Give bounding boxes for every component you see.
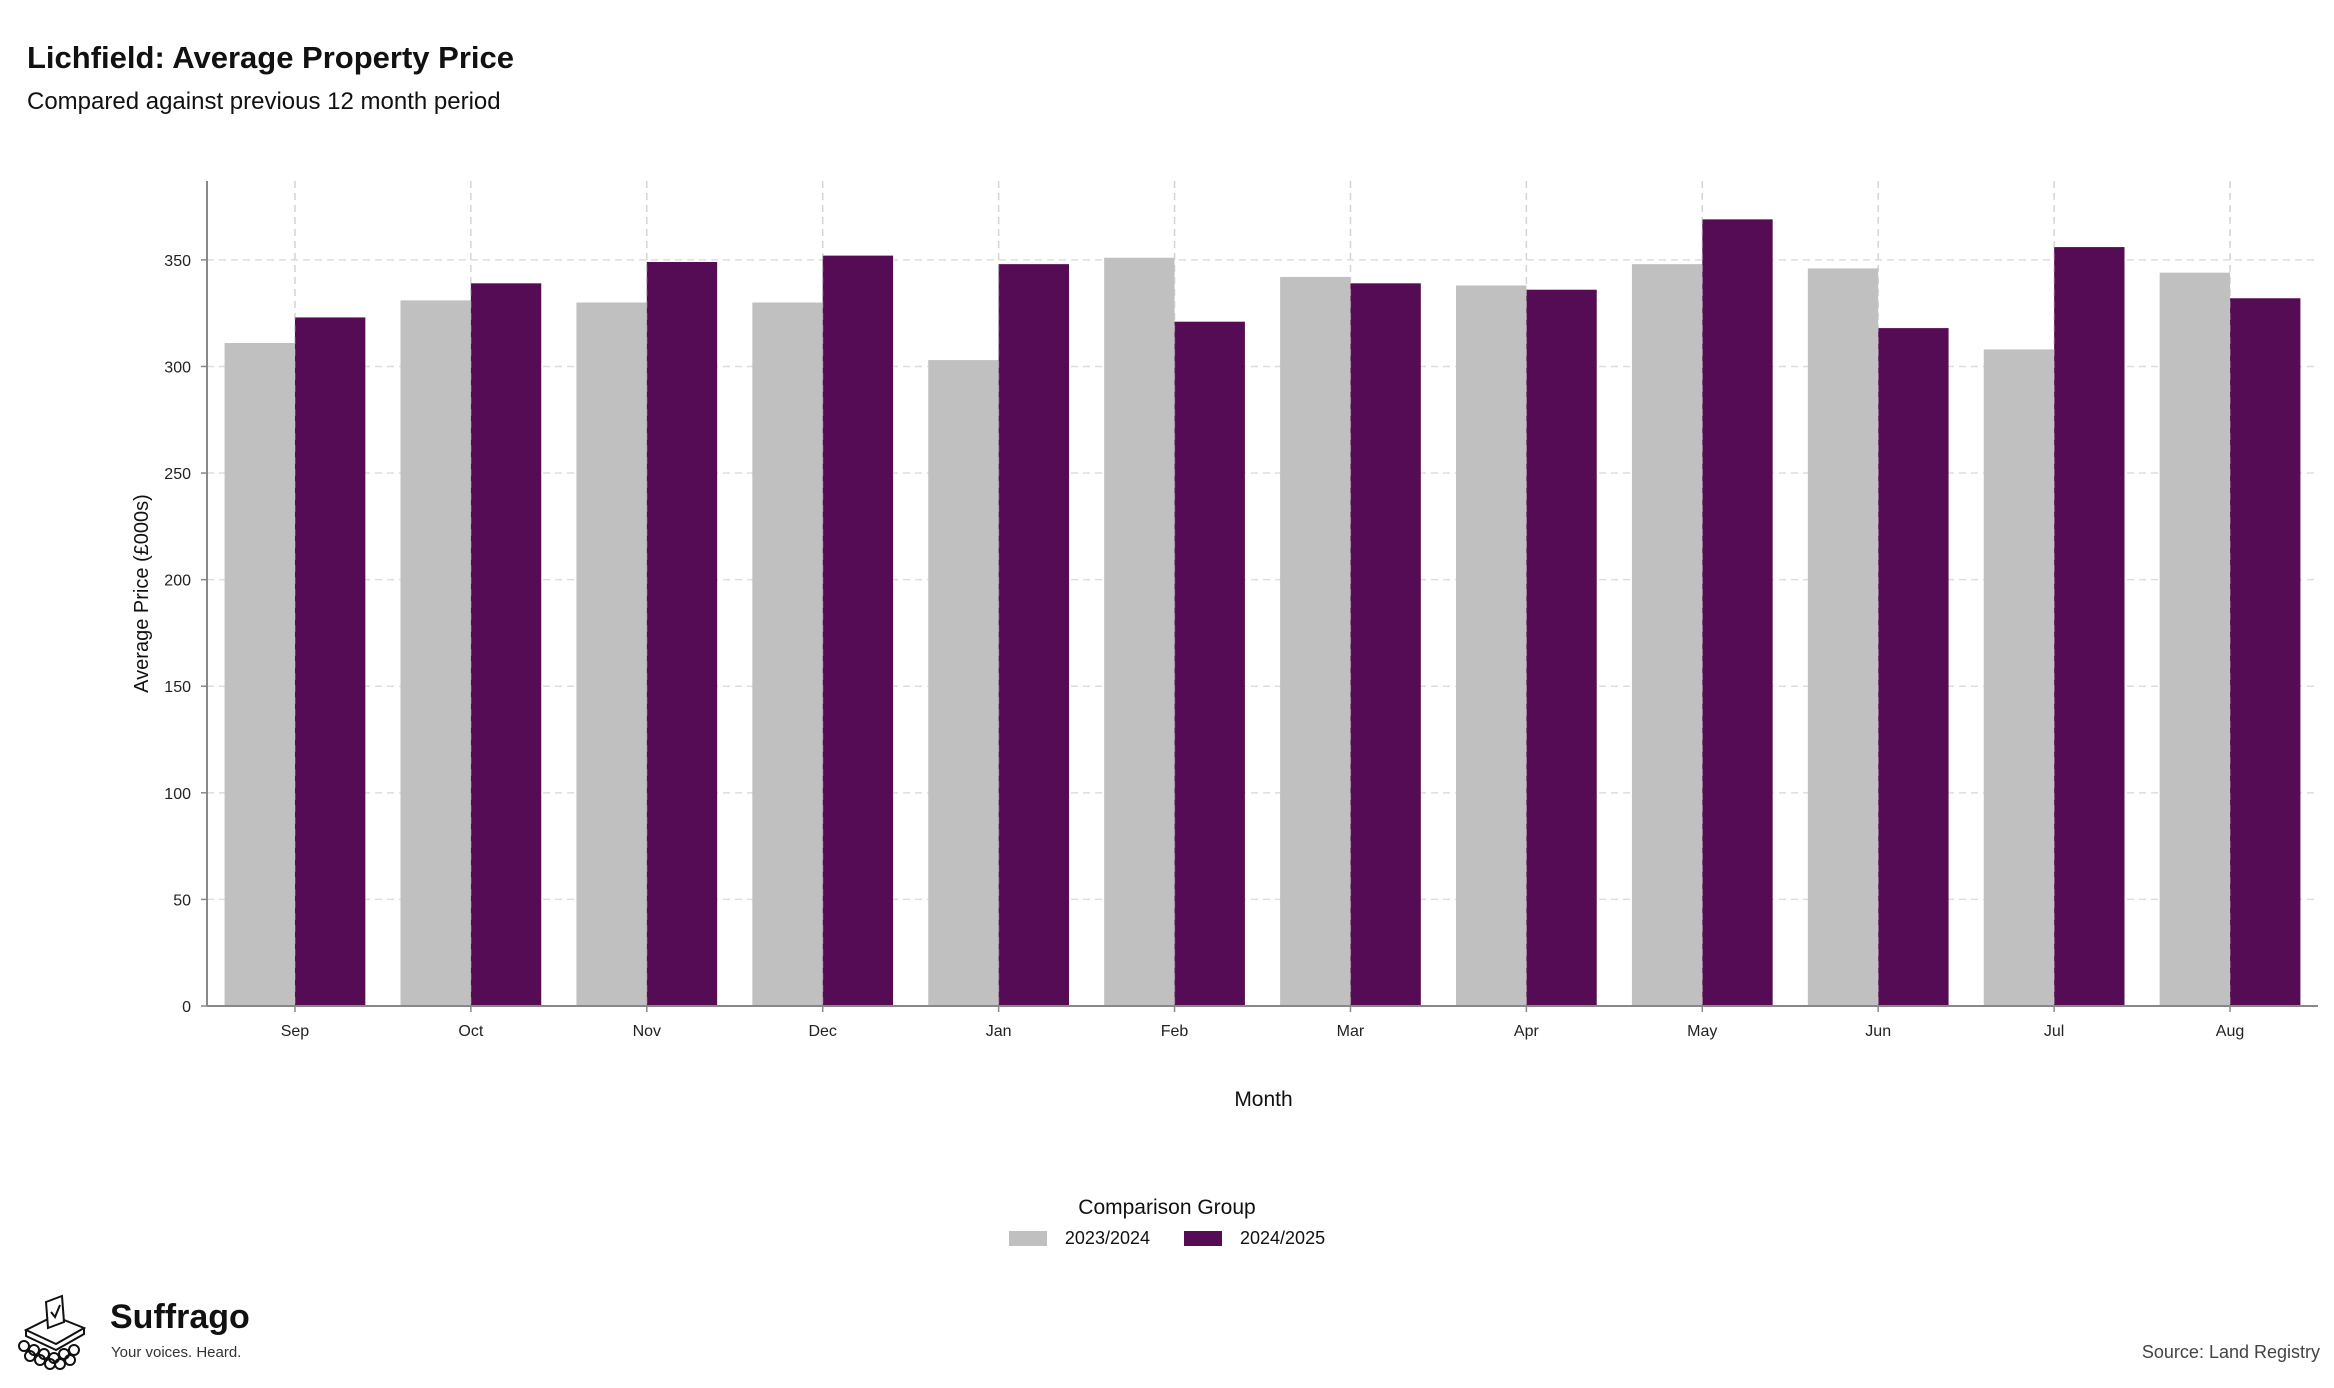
chart-title: Lichfield: Average Property Price [27, 40, 514, 75]
x-tick-label: Jul [2044, 1023, 2064, 1040]
x-tick-label: Aug [2216, 1023, 2244, 1040]
bar-2023-2024-may [1631, 264, 1703, 1006]
x-tick-label: Sep [281, 1023, 310, 1040]
x-tick-label: Mar [1337, 1023, 1365, 1040]
bar-2024-2025-jan [998, 264, 1069, 1006]
y-tick-label: 200 [164, 573, 191, 590]
ballot-box-logo-icon [18, 1294, 87, 1370]
bar-2024-2025-may [1702, 219, 1773, 1007]
x-tick-label: Jan [986, 1023, 1012, 1040]
x-tick-label: Dec [808, 1023, 836, 1040]
bar-2023-2024-aug [2159, 272, 2231, 1007]
y-tick-label: 300 [164, 359, 191, 376]
legend-title: Comparison Group [1078, 1196, 1256, 1219]
bar-2023-2024-mar [1280, 276, 1351, 1006]
legend: Comparison Group 2023/2024 2024/2025 [0, 1196, 2334, 1249]
bar-2023-2024-dec [752, 302, 823, 1007]
y-tick-label: 0 [182, 999, 191, 1016]
bar-2024-2025-oct [470, 283, 542, 1007]
x-tick-label: Jun [1865, 1023, 1891, 1040]
bar-2024-2025-dec [822, 255, 894, 1006]
bar-2024-2025-jul [2054, 247, 2125, 1006]
y-tick-label: 350 [164, 253, 191, 270]
chart-subtitle: Compared against previous 12 month perio… [27, 88, 501, 115]
x-tick-label: Apr [1514, 1023, 1540, 1040]
brand-tagline: Your voices. Heard. [111, 1344, 242, 1361]
x-tick-label: Oct [458, 1023, 483, 1040]
bar-2024-2025-apr [1526, 289, 1597, 1006]
bar-2024-2025-feb [1174, 321, 1245, 1007]
bar-2023-2024-oct [400, 300, 471, 1006]
y-tick-label: 100 [164, 786, 191, 803]
bar-2023-2024-jun [1807, 268, 1879, 1007]
legend-item-2024-2025: 2024/2025 [1184, 1228, 1325, 1249]
bar-2023-2024-apr [1456, 285, 1527, 1006]
source-note: Source: Land Registry [2141, 1342, 2320, 1362]
bar-2023-2024-jul [1983, 349, 2055, 1006]
bar-2024-2025-mar [1350, 283, 1421, 1007]
x-tick-label: Nov [633, 1023, 661, 1040]
x-tick-label: May [1687, 1023, 1717, 1040]
brand-name: Suffrago [110, 1298, 250, 1336]
bar-2023-2024-feb [1104, 257, 1175, 1007]
legend-swatch-2023-2024 [1008, 1231, 1047, 1246]
bar-2024-2025-aug [2230, 298, 2301, 1006]
x-axis-title: Month [1234, 1088, 1292, 1111]
legend-item-2023-2024: 2023/2024 [1008, 1228, 1150, 1249]
y-axis-title: Average Price (£000s) [131, 494, 153, 693]
bar-2023-2024-sep [224, 343, 295, 1006]
bar-2024-2025-jun [1878, 328, 1949, 1006]
legend-label-2023-2024: 2023/2024 [1064, 1228, 1150, 1248]
bar-2023-2024-jan [928, 360, 999, 1006]
legend-swatch-2024-2025 [1184, 1231, 1222, 1246]
y-tick-label: 50 [173, 892, 191, 909]
y-tick-label: 150 [164, 679, 191, 696]
bar-2024-2025-sep [294, 317, 366, 1007]
x-tick-label: Feb [1161, 1023, 1189, 1040]
bar-2024-2025-nov [646, 262, 718, 1006]
y-tick-label: 250 [164, 466, 191, 483]
legend-label-2024-2025: 2024/2025 [1240, 1228, 1326, 1248]
bar-2023-2024-nov [576, 302, 647, 1007]
